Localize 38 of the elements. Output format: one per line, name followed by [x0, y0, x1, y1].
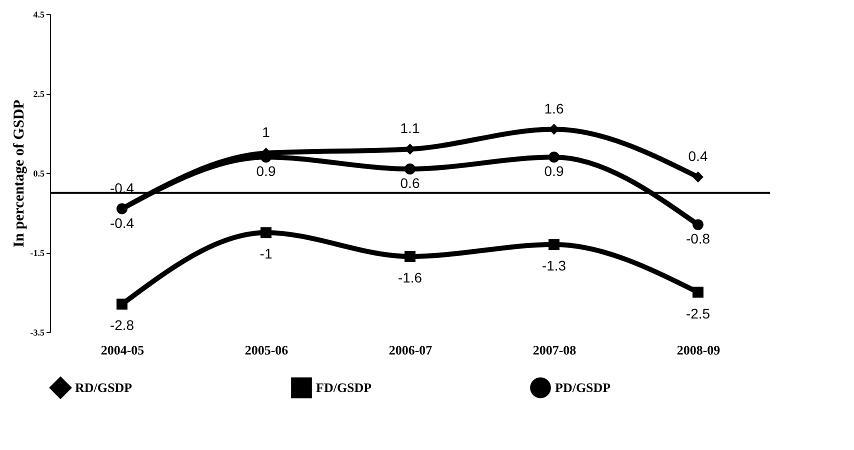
y-tick-label: 4.5: [33, 10, 45, 20]
data-label: -1: [260, 246, 272, 262]
point: [404, 164, 416, 174]
y-tick-label: 0.5: [33, 168, 45, 178]
x-tick-label: 2004-05: [100, 342, 145, 358]
point: [404, 251, 416, 262]
point: [692, 286, 704, 298]
y-tick-label: -1.5: [30, 248, 45, 258]
data-label: -1.6: [398, 269, 422, 286]
point: [692, 219, 704, 230]
x-tick-label: 2006-07: [388, 342, 433, 358]
data-label: 0.9: [544, 163, 564, 180]
data-label: -0.8: [686, 230, 710, 247]
y-tick-label: -3.5: [30, 328, 45, 338]
x-tick-label: 2008-09: [676, 342, 721, 358]
data-label: 0.6: [400, 175, 420, 192]
point: [116, 298, 128, 310]
point: [692, 172, 704, 182]
legend-label: RD/GSDP: [75, 380, 132, 395]
data-label: 1.6: [544, 100, 564, 116]
y-tick-label: 2.5: [33, 89, 45, 99]
legend-label: FD/GSDP: [316, 380, 372, 395]
data-label: 1: [262, 124, 270, 140]
x-tick-label: 2007-08: [532, 342, 577, 358]
point: [548, 152, 560, 163]
data-label: -0.4: [110, 214, 134, 231]
data-label: -2.8: [110, 317, 134, 334]
y-axis-title: In percentage of GSDP: [11, 100, 28, 248]
data-label: 1.1: [400, 120, 420, 136]
legend-label: PD/GSDP: [555, 380, 611, 395]
data-label: -1.3: [542, 258, 566, 274]
point: [548, 239, 560, 250]
point: [260, 227, 272, 238]
point: [116, 203, 128, 214]
data-label: -2.5: [686, 305, 710, 322]
data-label: 0.4: [688, 148, 708, 164]
x-tick-label: 2005-06: [244, 342, 289, 358]
data-label: 0.9: [256, 163, 276, 180]
